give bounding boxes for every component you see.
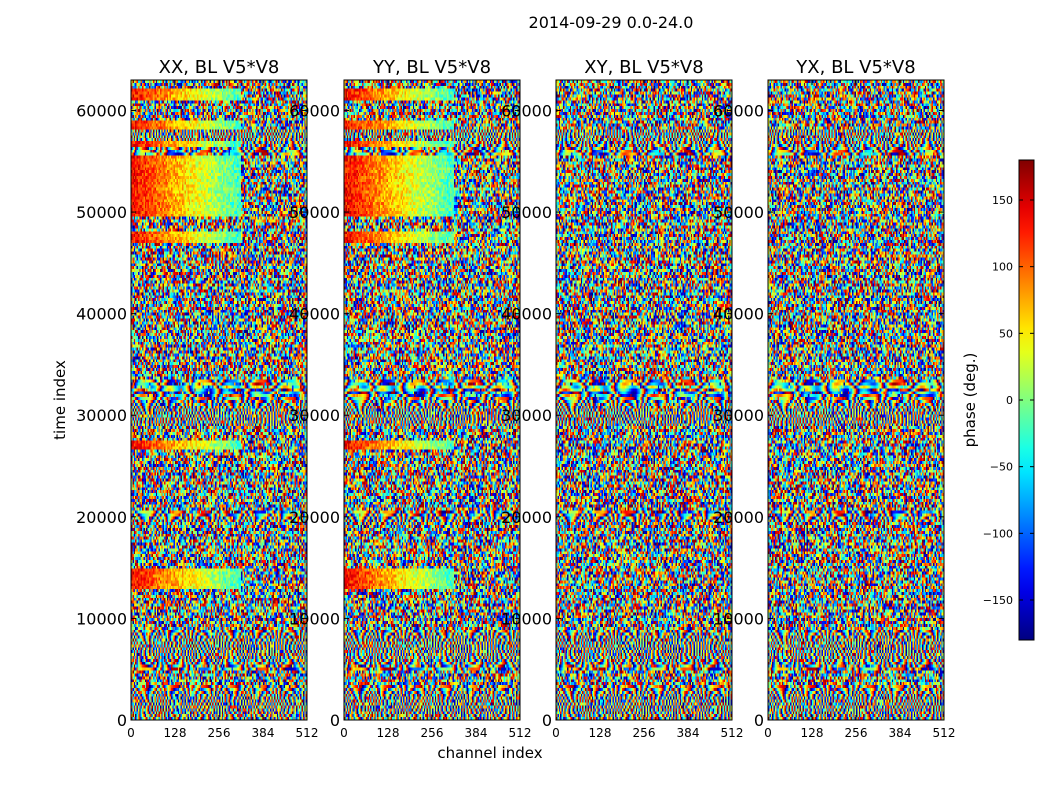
colorbar-tick-label: −50 <box>990 461 1013 474</box>
y-axis-label: time index <box>51 360 69 440</box>
panel-yy: YY, BL V5*V8 0 128 256 384 512 0 10000 20000 3000… <box>289 57 531 740</box>
colorbar-tick-label: 0 <box>1006 394 1013 407</box>
y-tick-label: 30000 <box>289 406 340 425</box>
x-tick-label: 512 <box>721 726 744 740</box>
x-axis-label: channel index <box>437 744 542 762</box>
colorbar-tick-label: −150 <box>983 594 1013 607</box>
y-tick-label: 0 <box>117 711 127 730</box>
x-tick-label: 384 <box>465 726 488 740</box>
phase-heatmap-xx <box>131 80 307 720</box>
y-tick-label: 40000 <box>289 305 340 324</box>
y-tick-label: 40000 <box>501 305 552 324</box>
y-tick-label: 50000 <box>501 203 552 222</box>
panel-title: XY, BL V5*V8 <box>584 57 703 78</box>
colorbar: 150 100 50 0 −50 −100 −150 <box>983 159 1035 641</box>
panel-yx: YX, BL V5*V8 0 128 256 384 512 0 10000 20000 3000… <box>713 57 955 740</box>
y-tick-label: 60000 <box>289 101 340 120</box>
y-tick-label: 10000 <box>289 609 340 628</box>
y-tick-label: 30000 <box>76 406 127 425</box>
panel-xy: XY, BL V5*V8 0 128 256 384 512 0 10000 20000 3000… <box>501 57 743 740</box>
y-tick-label: 40000 <box>713 305 764 324</box>
y-tick-label: 20000 <box>76 508 127 527</box>
phase-heatmap-yx <box>768 80 944 720</box>
phase-heatmap-yy <box>344 80 520 720</box>
y-tick-label: 20000 <box>289 508 340 527</box>
panel-title: YX, BL V5*V8 <box>795 57 915 78</box>
colorbar-tick-label: −100 <box>983 527 1013 540</box>
y-tick-label: 60000 <box>713 101 764 120</box>
y-tick-label: 10000 <box>713 609 764 628</box>
y-tick-label: 60000 <box>501 101 552 120</box>
panel-title: YY, BL V5*V8 <box>372 57 491 78</box>
y-tick-label: 0 <box>754 711 764 730</box>
y-tick-label: 0 <box>330 711 340 730</box>
x-tick-label: 512 <box>296 726 319 740</box>
y-tick-label: 20000 <box>501 508 552 527</box>
colorbar-tick-label: 100 <box>992 261 1013 274</box>
x-tick-label: 512 <box>933 726 956 740</box>
x-tick-label: 128 <box>164 726 187 740</box>
y-tick-label: 60000 <box>76 101 127 120</box>
colorbar-label: phase (deg.) <box>961 353 979 448</box>
x-tick-label: 256 <box>421 726 444 740</box>
x-tick-label: 0 <box>552 726 560 740</box>
y-tick-label: 50000 <box>76 203 127 222</box>
x-tick-label: 256 <box>208 726 231 740</box>
panel-xx: XX, BL V5*V8 0 128 256 384 512 0 10000 20000 3000… <box>76 57 318 740</box>
x-tick-label: 384 <box>677 726 700 740</box>
x-tick-label: 384 <box>889 726 912 740</box>
colorbar-tick-label: 50 <box>999 327 1013 340</box>
panels: XX, BL V5*V8 0 128 256 384 512 0 10000 20000 3000… <box>76 57 955 740</box>
y-tick-label: 0 <box>542 711 552 730</box>
y-tick-label: 50000 <box>713 203 764 222</box>
x-tick-label: 0 <box>764 726 772 740</box>
y-tick-label: 30000 <box>713 406 764 425</box>
panel-title: XX, BL V5*V8 <box>159 57 280 78</box>
x-tick-label: 128 <box>589 726 612 740</box>
x-tick-label: 256 <box>633 726 656 740</box>
x-tick-label: 0 <box>127 726 135 740</box>
y-tick-label: 50000 <box>289 203 340 222</box>
x-tick-label: 384 <box>252 726 275 740</box>
x-tick-label: 128 <box>377 726 400 740</box>
x-tick-label: 512 <box>509 726 532 740</box>
y-tick-label: 10000 <box>501 609 552 628</box>
x-tick-label: 256 <box>845 726 868 740</box>
figure-suptitle: 2014-09-29 0.0-24.0 <box>529 13 694 32</box>
colorbar-tick-label: 150 <box>992 194 1013 207</box>
y-tick-label: 10000 <box>76 609 127 628</box>
y-tick-label: 20000 <box>713 508 764 527</box>
y-tick-label: 30000 <box>501 406 552 425</box>
x-tick-label: 128 <box>801 726 824 740</box>
phase-heatmap-xy <box>556 80 732 720</box>
x-tick-label: 0 <box>340 726 348 740</box>
y-tick-label: 40000 <box>76 305 127 324</box>
